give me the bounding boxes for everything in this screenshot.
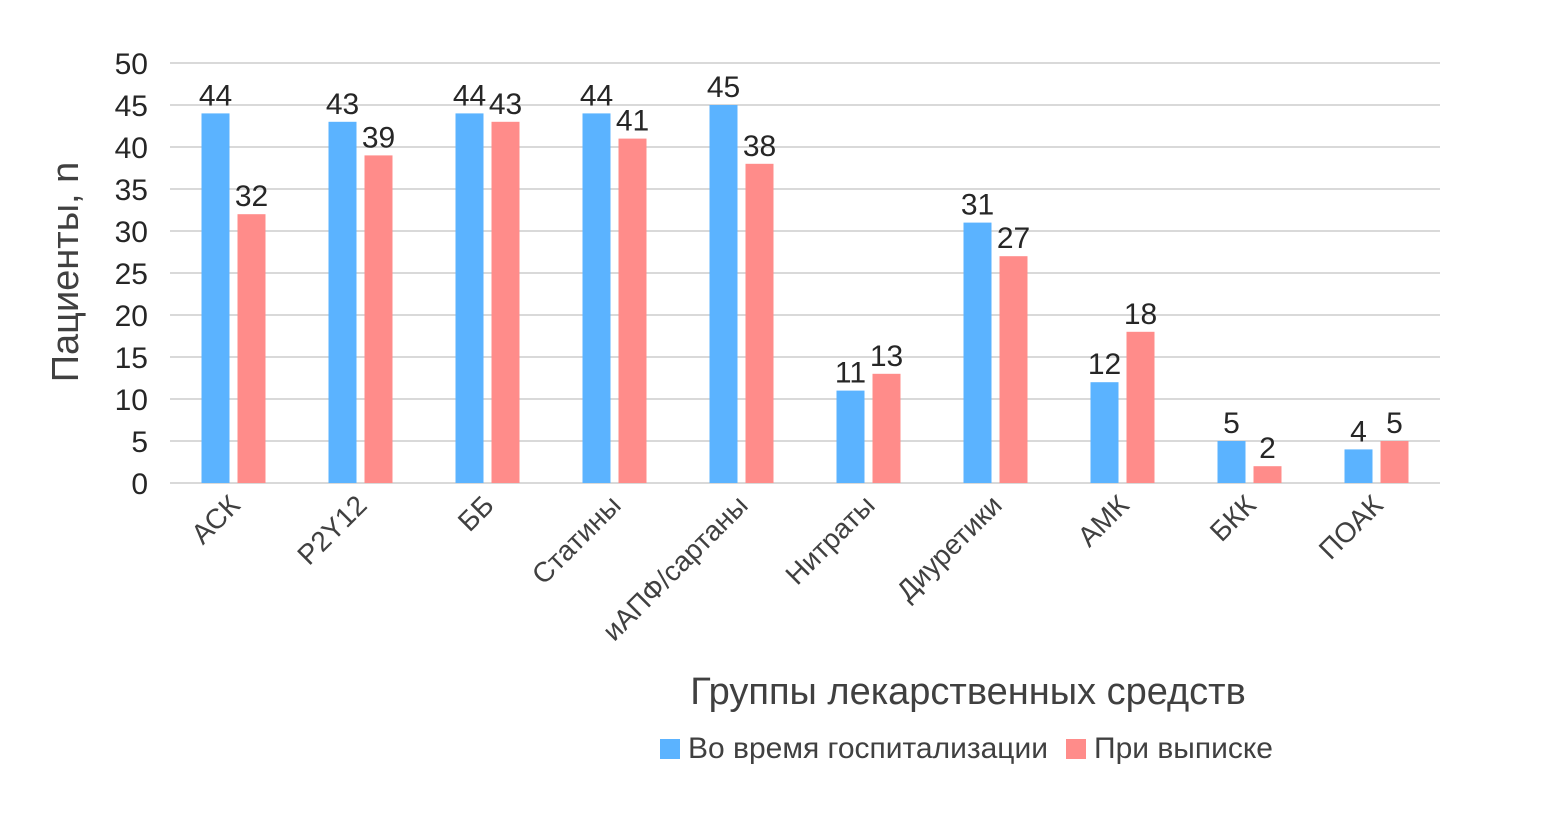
y-tick-label: 10 bbox=[115, 384, 148, 417]
x-tick-label: БКК bbox=[1204, 489, 1262, 547]
y-tick-label: 30 bbox=[115, 216, 148, 249]
bar-series-2 bbox=[999, 256, 1028, 483]
data-label: 39 bbox=[362, 121, 395, 154]
bar-series-2 bbox=[745, 163, 774, 484]
y-axis-label: Пациенты, n bbox=[45, 162, 87, 383]
data-label: 2 bbox=[1259, 432, 1276, 465]
data-label: 41 bbox=[616, 105, 649, 138]
data-label: 45 bbox=[707, 71, 740, 104]
data-label: 5 bbox=[1223, 407, 1240, 440]
data-label: 31 bbox=[961, 189, 994, 222]
bar-series-1 bbox=[963, 222, 992, 483]
legend-label-hospital: Во время госпитализации bbox=[688, 732, 1048, 765]
bar-series-2 bbox=[237, 214, 266, 483]
data-label: 38 bbox=[743, 130, 776, 163]
bar-series-1 bbox=[455, 113, 484, 484]
data-label: 12 bbox=[1088, 348, 1121, 381]
y-tick-label: 40 bbox=[115, 132, 148, 165]
y-tick-label: 5 bbox=[131, 426, 148, 459]
bar-series-2 bbox=[491, 121, 520, 484]
bars bbox=[201, 105, 1409, 484]
x-tick-label: Диуретики bbox=[890, 489, 1007, 606]
data-label: 44 bbox=[453, 79, 486, 112]
x-tick-label: АМК bbox=[1072, 489, 1136, 553]
y-tick-label: 35 bbox=[115, 174, 148, 207]
data-label: 11 bbox=[835, 357, 866, 390]
bar-series-1 bbox=[1090, 382, 1119, 483]
x-tick-label: P2Y12 bbox=[291, 489, 372, 570]
bar-series-1 bbox=[328, 121, 357, 484]
data-label: 5 bbox=[1386, 407, 1403, 440]
data-label: 44 bbox=[580, 79, 613, 112]
data-label: 43 bbox=[489, 88, 522, 121]
bar-series-2 bbox=[618, 138, 647, 483]
bar-series-1 bbox=[709, 105, 738, 483]
bar-series-2 bbox=[1126, 331, 1155, 483]
bar-series-2 bbox=[1380, 441, 1409, 483]
gridlines bbox=[170, 62, 1440, 484]
x-axis-label: Группы лекарственных средств bbox=[690, 671, 1246, 713]
legend-item-hospital: Во время госпитализации bbox=[660, 732, 1048, 766]
data-label: 18 bbox=[1124, 298, 1157, 331]
data-label: 32 bbox=[235, 180, 268, 213]
data-label: 27 bbox=[997, 222, 1030, 255]
y-tick-label: 45 bbox=[115, 90, 148, 123]
x-tick-label: АСК bbox=[185, 489, 246, 550]
y-tick-label: 20 bbox=[115, 300, 148, 333]
data-label: 43 bbox=[326, 88, 359, 121]
x-tick-label: ПОАК bbox=[1313, 489, 1389, 565]
bar-series-1 bbox=[1344, 449, 1373, 483]
bar-series-1 bbox=[836, 390, 865, 483]
y-tick-label: 50 bbox=[115, 48, 148, 81]
data-label: 4 bbox=[1350, 415, 1367, 448]
x-tick-label: Статины bbox=[526, 489, 627, 590]
bar-series-1 bbox=[1217, 441, 1246, 483]
legend-swatch-discharge bbox=[1066, 739, 1086, 759]
legend: Во время госпитализации При выписке bbox=[660, 732, 1291, 766]
y-axis-ticks: 0 5 10 15 20 25 30 35 40 45 50 bbox=[115, 48, 148, 501]
data-label: 44 bbox=[199, 79, 232, 112]
legend-label-discharge: При выписке bbox=[1094, 732, 1273, 765]
bar-series-2 bbox=[872, 373, 901, 483]
bar-series-1 bbox=[582, 113, 611, 484]
bar-series-2 bbox=[364, 155, 393, 483]
legend-swatch-hospital bbox=[660, 739, 680, 759]
bar-series-1 bbox=[201, 113, 230, 484]
data-label: 13 bbox=[870, 340, 903, 373]
y-tick-label: 25 bbox=[115, 258, 148, 291]
x-tick-label: Нитраты bbox=[780, 489, 881, 590]
y-tick-label: 15 bbox=[115, 342, 148, 375]
y-tick-label: 0 bbox=[131, 468, 148, 501]
x-tick-label: ББ bbox=[452, 489, 500, 537]
bar-series-2 bbox=[1253, 466, 1282, 483]
legend-item-discharge: При выписке bbox=[1066, 732, 1273, 766]
